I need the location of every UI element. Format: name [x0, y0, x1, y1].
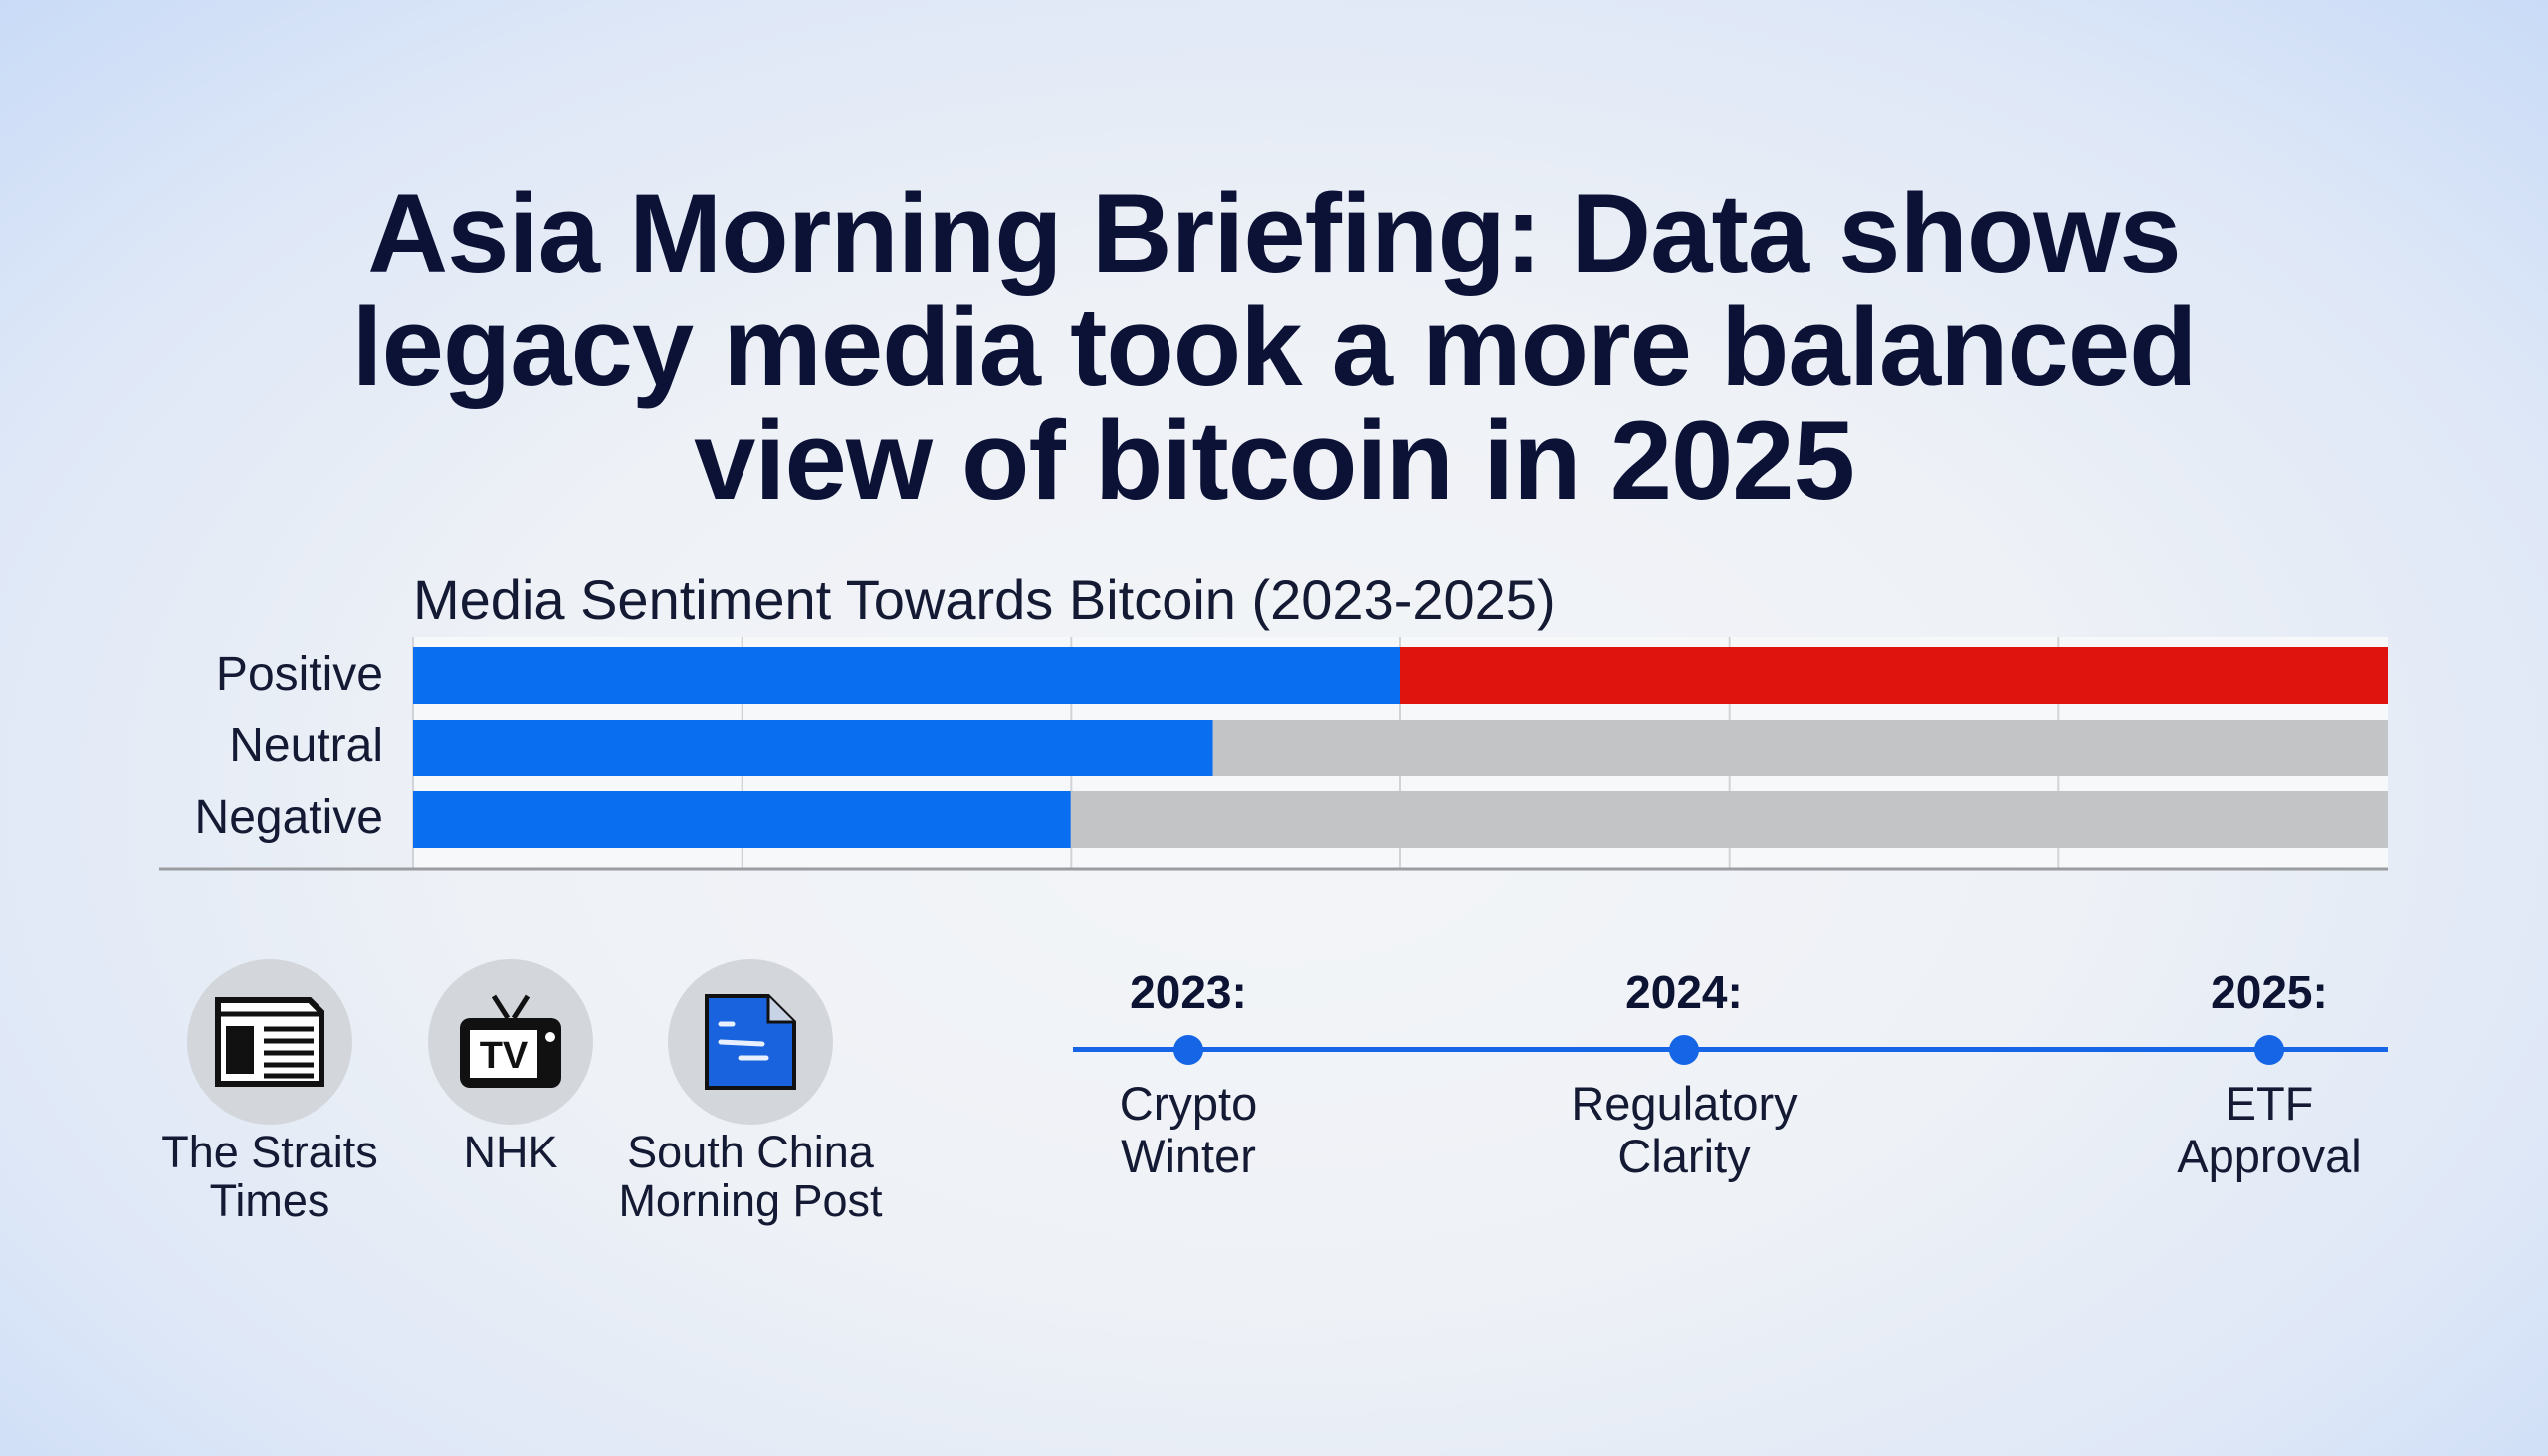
- event-line: Winter: [1121, 1130, 1256, 1182]
- headline-line-3: view of bitcoin in 2025: [694, 398, 1855, 522]
- timeline-year-2023: 2023:: [1130, 966, 1247, 1018]
- bar-rest-positive: [1400, 647, 2388, 704]
- source-label-nhk: NHK: [361, 1128, 660, 1176]
- timeline-dot-2023: [1173, 1035, 1203, 1065]
- document-icon: [668, 959, 833, 1125]
- source-label-line: NHK: [463, 1127, 558, 1177]
- headline: Asia Morning Briefing: Data shows legacy…: [0, 177, 2548, 518]
- bar-blue-negative: [413, 791, 1071, 848]
- event-line: Approval: [2177, 1130, 2362, 1182]
- source-label-line: Morning Post: [618, 1175, 883, 1226]
- headline-line-1: Asia Morning Briefing: Data shows: [367, 171, 2181, 296]
- source-label-line: The Straits: [161, 1127, 378, 1177]
- row-label-neutral: Neutral: [229, 720, 383, 772]
- event-line: ETF: [2225, 1077, 2314, 1130]
- timeline-event-2024: Regulatory Clarity: [1505, 1077, 1863, 1182]
- source-label-line: South China: [627, 1127, 874, 1177]
- source-label-scmp: South China Morning Post: [601, 1128, 900, 1225]
- bar-rest-negative: [1070, 791, 2388, 848]
- timeline-dot-2024: [1669, 1035, 1699, 1065]
- timeline-line: [1073, 1047, 2388, 1052]
- event-line: Crypto: [1119, 1077, 1258, 1130]
- chart-title: Media Sentiment Towards Bitcoin (2023-20…: [413, 568, 1556, 631]
- bar-rest-neutral: [1212, 720, 2388, 776]
- timeline-event-2023: Crypto Winter: [1009, 1077, 1368, 1182]
- svg-text:TV: TV: [480, 1035, 529, 1077]
- timeline-dot-2025: [2254, 1035, 2284, 1065]
- timeline-year-2025: 2025:: [2211, 966, 2328, 1018]
- tv-icon: TV: [428, 959, 593, 1125]
- chart-svg: [159, 637, 2388, 871]
- source-label-straits-times: The Straits Times: [120, 1128, 419, 1225]
- newspaper-icon: [187, 959, 352, 1125]
- row-label-negative: Negative: [194, 791, 383, 844]
- bar-blue-positive: [413, 647, 1400, 704]
- bar-blue-neutral: [413, 720, 1213, 776]
- event-line: Clarity: [1617, 1130, 1751, 1182]
- headline-line-2: legacy media took a more balanced: [351, 285, 2197, 409]
- event-line: Regulatory: [1571, 1077, 1798, 1130]
- source-label-line: Times: [209, 1175, 330, 1226]
- timeline-year-2024: 2024:: [1625, 966, 1743, 1018]
- timeline-event-2025: ETF Approval: [2090, 1077, 2448, 1182]
- row-label-positive: Positive: [215, 648, 383, 701]
